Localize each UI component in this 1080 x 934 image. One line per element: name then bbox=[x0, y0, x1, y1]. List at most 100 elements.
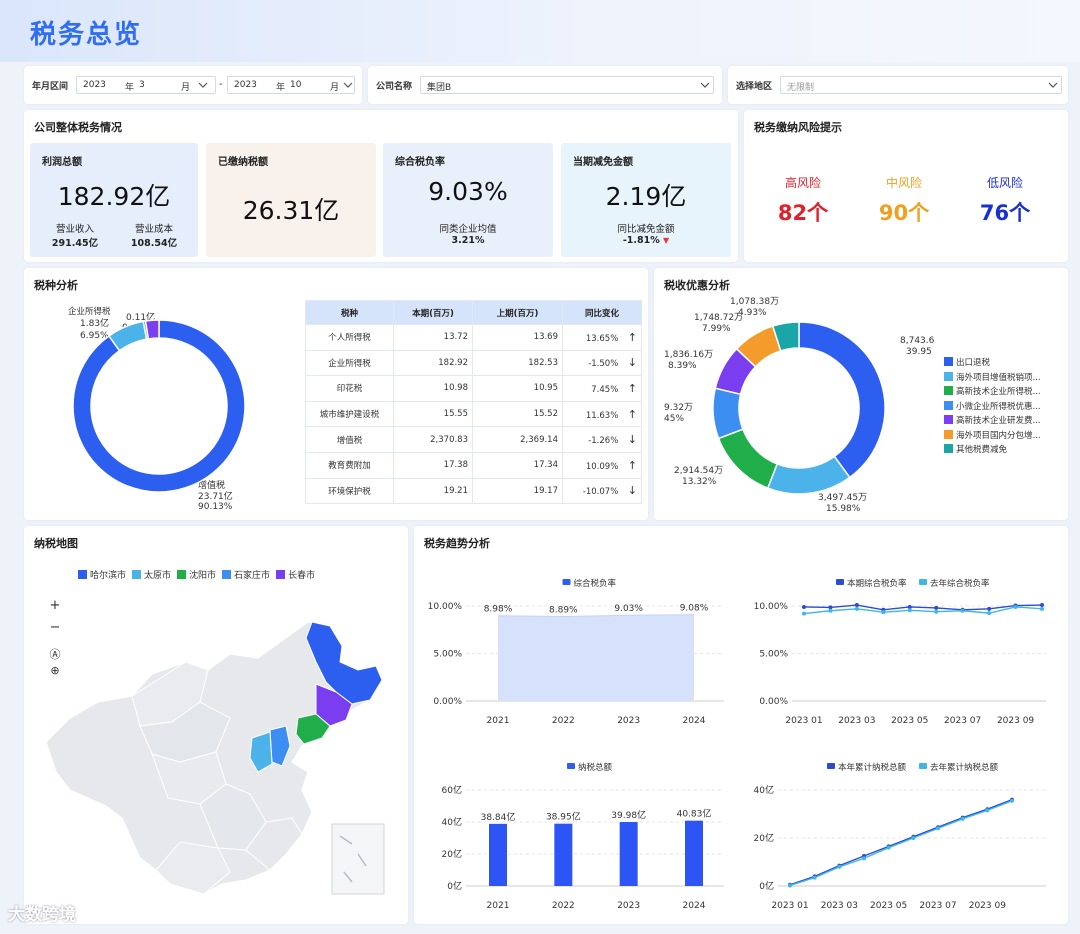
table-cell: 19.17 bbox=[472, 477, 563, 505]
rate-line-xtick: 2023 05 bbox=[891, 716, 928, 726]
legend-item[interactable]: 沈阳市 bbox=[177, 570, 216, 581]
total-bar-rect bbox=[554, 823, 573, 886]
cum-line-series bbox=[789, 800, 1013, 887]
legend-swatch bbox=[78, 570, 87, 579]
donut-label-cit-pct: 6.95% bbox=[80, 331, 109, 341]
mouse-lock-button[interactable]: ⊕ bbox=[50, 664, 60, 677]
legend-swatch bbox=[944, 371, 953, 381]
legend-item[interactable]: 其他税费减免 bbox=[944, 443, 1041, 458]
region-select[interactable]: 无限制 bbox=[780, 76, 1062, 94]
cum-line-point bbox=[936, 826, 940, 831]
change-value: -10.07% bbox=[582, 487, 619, 498]
cum-line-legend-label: 本年累计纳税总额 bbox=[838, 762, 907, 773]
table-cell: 17.38 bbox=[393, 451, 473, 479]
rate-line-legend-label: 本期综合税负率 bbox=[847, 578, 907, 589]
total-bar-rect bbox=[489, 823, 507, 886]
legend-item[interactable]: 哈尔滨市 bbox=[78, 570, 126, 581]
rate-area-xtick: 2021 bbox=[487, 716, 510, 726]
legend-swatch bbox=[944, 357, 953, 366]
table-cell: 2,369.14 bbox=[472, 426, 563, 453]
total-bar-xtick: 2023 bbox=[617, 901, 640, 911]
pref-label: 1,748.72万 bbox=[694, 313, 743, 323]
arrow-up-icon: ↑ bbox=[624, 458, 637, 472]
total-bar-data-label: 38.95亿 bbox=[546, 811, 581, 823]
end-year: 2023 bbox=[234, 80, 257, 90]
tax-donut-chart: 企业所得税 1.83亿 6.95% 0.11亿 0.42% 增值税 23.71亿… bbox=[68, 306, 246, 510]
kpi-paid-value: 26.31亿 bbox=[242, 196, 340, 225]
cum-line-point bbox=[911, 836, 916, 840]
rate-sub-label: 同类企业均值 bbox=[439, 224, 497, 235]
kpi-paid-label: 已缴纳税额 bbox=[218, 157, 268, 168]
cum-line-point bbox=[960, 816, 965, 821]
legend-item[interactable]: 太原市 bbox=[132, 570, 171, 581]
kpi-cost: 营业成本 108.54亿 bbox=[122, 221, 186, 249]
table-row: 城市维护建设税 15.55 15.52 11.63% ↑ bbox=[305, 400, 642, 428]
start-month-picker[interactable]: 2023 年 3 月 bbox=[76, 76, 216, 94]
rate-line-legend-swatch bbox=[919, 579, 927, 585]
arrow-up-icon: ↑ bbox=[624, 381, 637, 395]
risk-low-value: 76个 bbox=[979, 201, 1031, 225]
rate-line-point bbox=[854, 603, 859, 608]
risk-low: 低风险 76个 bbox=[970, 174, 1040, 227]
company-select[interactable]: 集团B bbox=[420, 76, 714, 94]
rate-line-xtick: 2023 01 bbox=[785, 716, 822, 726]
pref-label: 1,836.16万 bbox=[664, 350, 713, 360]
rate-area-data-label: 8.89% bbox=[549, 606, 578, 616]
risk-high: 高风险 82个 bbox=[768, 174, 838, 227]
table-cell-change: -1.50% ↓ bbox=[562, 349, 642, 377]
pref-label: 8.39% bbox=[668, 361, 697, 371]
map-region-taiyuan bbox=[249, 731, 273, 773]
reset-view-button[interactable]: Ⓐ bbox=[49, 648, 61, 661]
legend-item[interactable]: 高新技术企业研发费... bbox=[944, 414, 1041, 429]
company-filter: 公司名称 集团B bbox=[368, 66, 722, 104]
total-bar-ytick: 40亿 bbox=[442, 816, 462, 828]
zoom-out-button[interactable]: − bbox=[49, 620, 61, 635]
table-cell: 个人所得税 bbox=[305, 324, 394, 351]
table-cell: 15.55 bbox=[393, 400, 473, 428]
tax-donut-slice bbox=[144, 319, 160, 340]
tax-table: 税种 本期(百万) 上期(百万) 同比变化 个人所得税 13.72 13.69 13.… bbox=[305, 300, 642, 505]
legend-swatch bbox=[944, 444, 953, 453]
rate-line-point bbox=[802, 611, 806, 616]
zoom-in-button[interactable]: + bbox=[49, 598, 61, 613]
rate-area-xtick: 2023 bbox=[617, 716, 640, 726]
overview-title: 公司整体税务情况 bbox=[34, 121, 122, 134]
cum-line-xtick: 2023 05 bbox=[870, 901, 907, 911]
cum-line-legend-label: 去年累计纳税总额 bbox=[930, 762, 999, 773]
chevron-down-icon bbox=[1048, 82, 1058, 88]
legend-item[interactable]: 海外项目国内分包增... bbox=[944, 429, 1041, 444]
relief-sub-label: 同比减免金额 bbox=[617, 224, 675, 235]
overview-panel: 公司整体税务情况 利润总额 182.92亿 营业收入 291.45亿 营业成本 … bbox=[24, 110, 738, 262]
legend-item[interactable]: 石家庄市 bbox=[222, 570, 270, 581]
region-label: 选择地区 bbox=[736, 82, 773, 92]
legend-item[interactable]: 海外项目增值税销项... bbox=[944, 371, 1041, 386]
total-bar-xtick: 2024 bbox=[683, 901, 706, 911]
page-title: 税务总览 bbox=[30, 20, 143, 50]
legend-item[interactable]: 出口退税 bbox=[944, 356, 1041, 371]
table-cell-change: -1.26% ↓ bbox=[562, 426, 642, 453]
donut-label-vat-pct: 90.13% bbox=[198, 502, 233, 510]
pref-label: 2,914.54万 bbox=[674, 466, 723, 476]
legend-item[interactable]: 小微企业所得税优惠... bbox=[944, 400, 1041, 415]
range-separator: - bbox=[219, 79, 223, 90]
pref-label: 15.98% bbox=[826, 504, 861, 514]
revenue-label: 营业收入 bbox=[55, 224, 94, 235]
legend-item[interactable]: 高新技术企业所得税... bbox=[944, 385, 1041, 400]
pref-label: 3,497.45万 bbox=[818, 493, 867, 503]
trend-charts: 0.00% 5.00% 10.00% 综合税负率 8.98% 2021 8.89% 2022 9… bbox=[428, 578, 1046, 911]
legend-label: 出口退税 bbox=[956, 358, 991, 368]
legend-swatch bbox=[944, 429, 953, 439]
legend-item[interactable]: 长春市 bbox=[276, 570, 315, 581]
cum-line-point bbox=[886, 845, 891, 850]
preferential-title: 税收优惠分析 bbox=[664, 279, 730, 292]
end-month-picker[interactable]: 2023 年 10 月 bbox=[227, 76, 355, 94]
map-title: 纳税地图 bbox=[34, 537, 78, 550]
cum-line-legend-swatch bbox=[919, 763, 927, 769]
map-region-shenyang bbox=[295, 713, 331, 745]
kpi-rate: 综合税负率 9.03% 同类企业均值 3.21% bbox=[383, 143, 553, 257]
rate-line-point bbox=[907, 604, 912, 609]
revenue-value: 291.45亿 bbox=[51, 238, 99, 249]
rate-line-legend-swatch bbox=[836, 579, 844, 585]
table-row: 教育费附加 17.38 17.34 10.09% ↑ bbox=[305, 451, 642, 479]
pref-label: 39.95 bbox=[906, 347, 932, 357]
